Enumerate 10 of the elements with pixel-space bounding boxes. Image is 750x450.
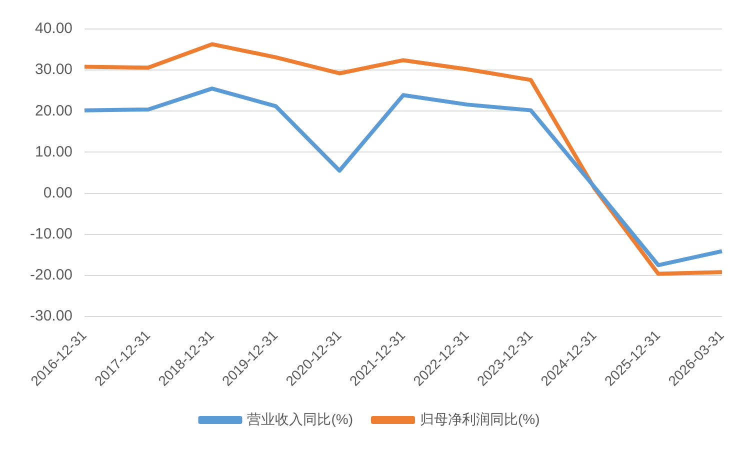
- legend-label: 归母净利润同比(%): [420, 410, 540, 427]
- y-tick-label: -30.00: [30, 308, 73, 325]
- y-tick-label: 0.00: [43, 184, 73, 202]
- y-tick-label: -10.00: [30, 225, 73, 242]
- y-tick-label: 30.00: [34, 61, 73, 78]
- legend-label: 营业收入同比(%): [247, 410, 354, 427]
- y-tick-label: 10.00: [34, 143, 73, 160]
- y-tick-label: -20.00: [30, 266, 73, 284]
- y-tick-label: 20.00: [34, 102, 73, 120]
- y-tick-label: 40.00: [34, 20, 73, 38]
